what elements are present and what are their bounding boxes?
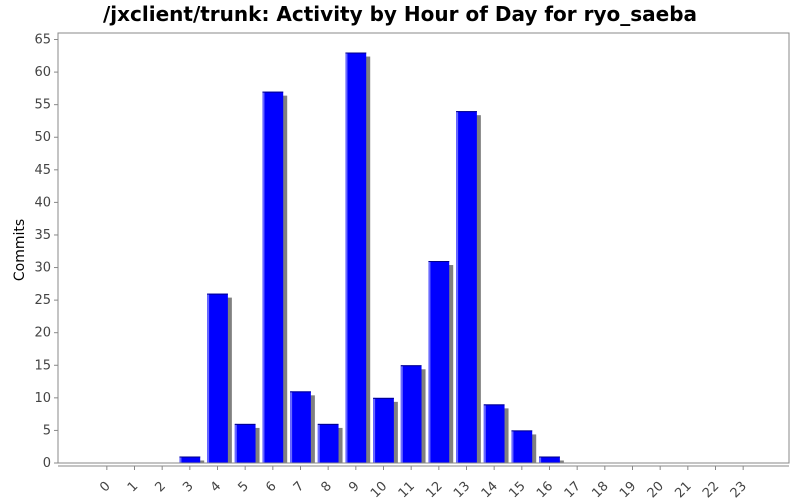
x-tick-label: 10 <box>368 479 390 500</box>
bar-highlight <box>400 365 403 463</box>
x-tick-label: 0 <box>97 479 113 495</box>
y-tick-label: 15 <box>34 358 51 373</box>
x-tick-label: 14 <box>479 479 501 500</box>
x-tick-label: 9 <box>346 479 362 495</box>
y-tick-label: 20 <box>34 326 51 341</box>
bar <box>428 261 450 463</box>
bar <box>373 397 394 463</box>
bar <box>262 91 284 464</box>
y-tick-label: 30 <box>34 261 51 276</box>
bar <box>207 293 228 463</box>
y-axis-label: Commits <box>12 219 28 281</box>
x-tick-label: 4 <box>208 479 224 495</box>
y-tick-label: 10 <box>34 391 51 406</box>
y-tick-label: 0 <box>43 456 51 471</box>
x-tick-label: 2 <box>153 479 169 495</box>
bar-highlight <box>456 111 459 463</box>
x-tick-label: 3 <box>180 479 196 495</box>
y-axis: 0 5 10 15 20 25 30 35 40 45 50 55 60 65 <box>34 33 59 471</box>
bar <box>539 456 560 463</box>
y-tick-label: 55 <box>34 98 51 113</box>
bar-highlight <box>179 456 182 463</box>
bar <box>317 423 339 463</box>
y-tick-label: 25 <box>34 293 51 308</box>
chart-title: /jxclient/trunk: Activity by Hour of Day… <box>102 2 698 26</box>
x-tick-label: 21 <box>672 479 694 500</box>
x-tick-label: 5 <box>236 479 252 495</box>
x-axis: 0 1 2 3 4 5 6 7 8 9 10 11 12 13 14 15 16 17 18 19 20 21 22 23 <box>58 465 789 500</box>
x-tick-label: 6 <box>263 479 279 495</box>
y-tick-label: 5 <box>43 423 51 438</box>
bar-highlight <box>207 293 210 463</box>
x-tick-label: 18 <box>589 479 611 500</box>
x-tick-label: 12 <box>423 479 445 500</box>
bar <box>511 430 533 463</box>
bar-highlight <box>373 397 376 463</box>
bar-highlight <box>234 423 237 463</box>
bar <box>456 111 477 463</box>
x-tick-label: 11 <box>396 479 418 500</box>
bar-highlight <box>428 261 431 463</box>
bar-highlight <box>262 91 265 464</box>
bar-highlight <box>317 423 320 463</box>
bar-highlight <box>539 456 542 463</box>
bar <box>345 52 367 463</box>
x-tick-label: 16 <box>534 479 556 500</box>
bar-highlight <box>345 52 348 463</box>
x-tick-label: 17 <box>562 479 584 500</box>
y-tick-label: 60 <box>34 65 51 80</box>
bar-highlight <box>483 404 486 463</box>
bar <box>483 404 505 463</box>
x-tick-label: 20 <box>645 479 667 500</box>
bars <box>179 52 560 464</box>
x-tick-label: 15 <box>506 479 528 500</box>
x-tick-label: 1 <box>125 479 141 495</box>
x-tick-label: 23 <box>728 479 750 500</box>
bar-highlight <box>290 391 293 463</box>
y-tick-label: 35 <box>34 228 51 243</box>
x-tick-label: 22 <box>700 479 722 500</box>
bar <box>400 365 422 463</box>
bar <box>290 391 311 463</box>
y-tick-label: 45 <box>34 163 51 178</box>
plot-frame <box>57 32 790 464</box>
bar <box>234 423 256 463</box>
x-tick-label: 8 <box>319 479 335 495</box>
x-tick-label: 7 <box>291 479 307 495</box>
x-tick-label: 19 <box>617 479 639 500</box>
x-tick-label: 13 <box>451 479 473 500</box>
y-tick-label: 65 <box>34 33 51 48</box>
bar <box>179 456 201 463</box>
y-tick-label: 40 <box>34 195 51 210</box>
bar-highlight <box>511 430 514 463</box>
y-tick-label: 50 <box>34 130 51 145</box>
